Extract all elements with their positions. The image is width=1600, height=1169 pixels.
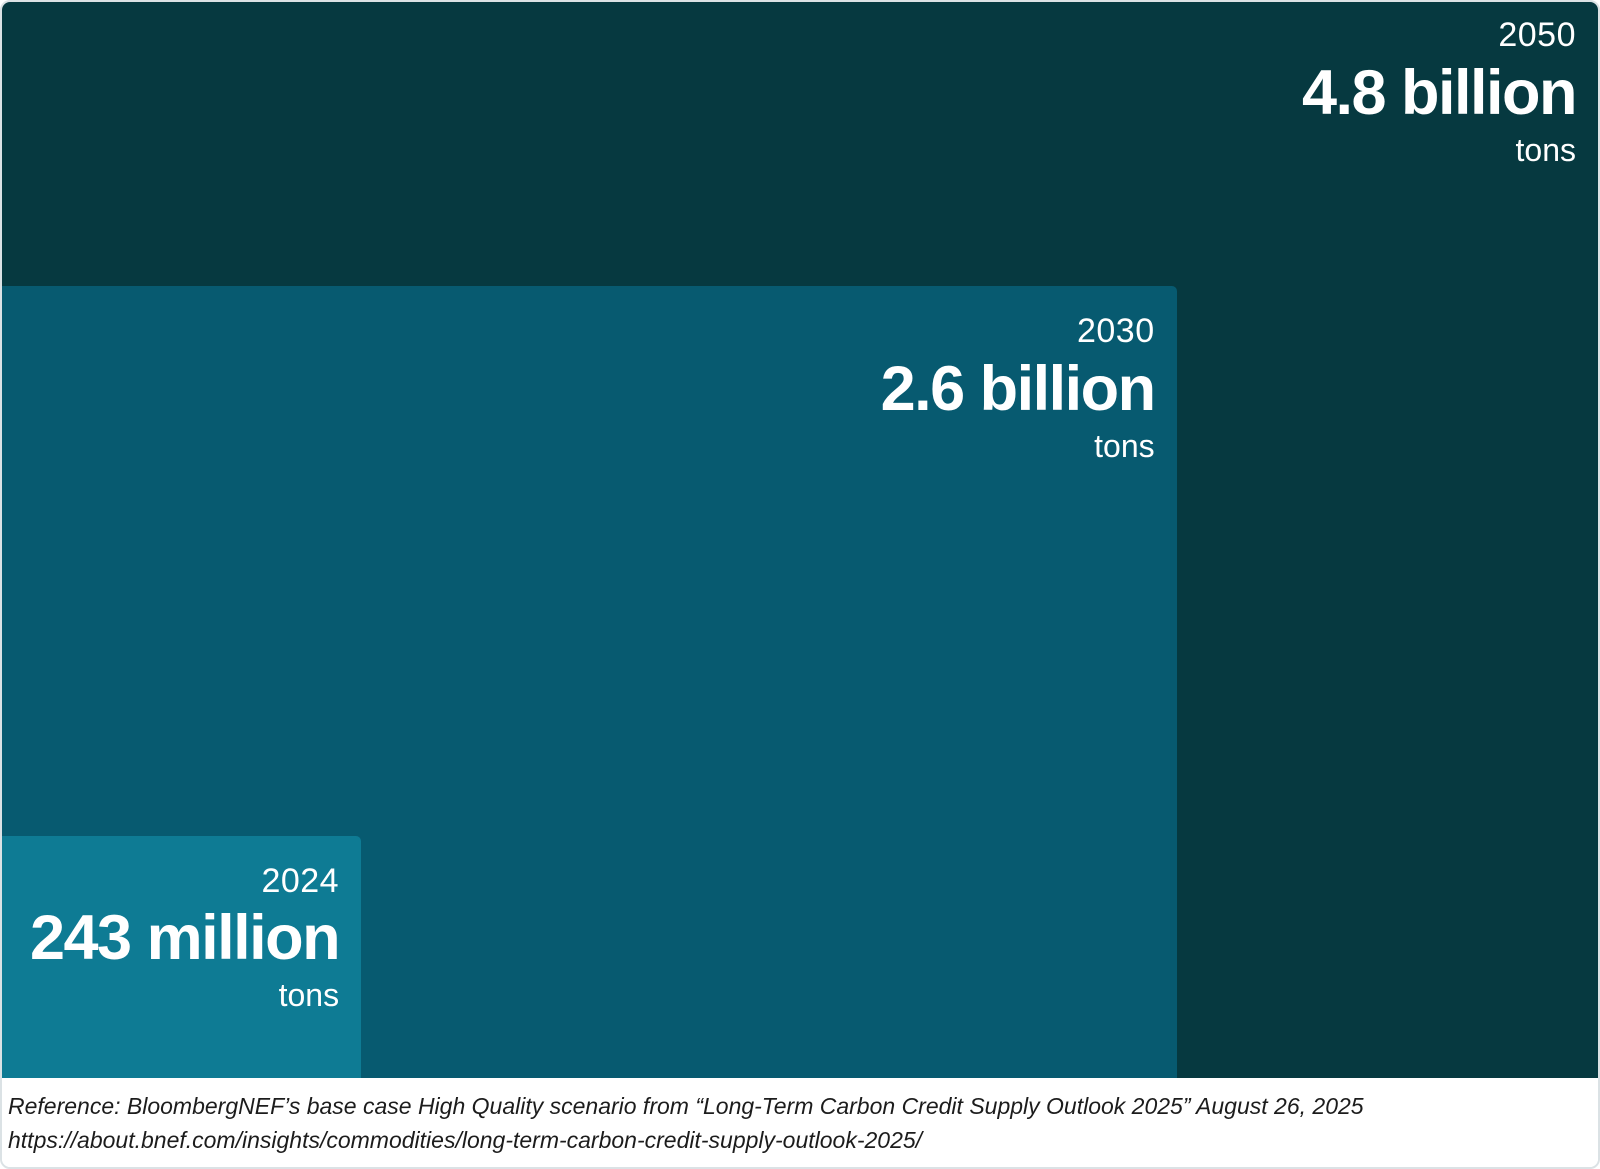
value-label-2024: 243 million bbox=[29, 903, 341, 974]
year-label-2050: 2050 bbox=[1498, 16, 1576, 54]
label-2050: 2050 4.8 billion tons bbox=[1302, 2, 1598, 172]
area-rect-2024: 2024 243 million tons bbox=[2, 835, 362, 1078]
reference-footer: Reference: BloombergNEF’s base case High… bbox=[2, 1078, 1598, 1167]
nested-area-chart: 2050 4.8 billion tons 2030 2.6 billion t… bbox=[2, 2, 1598, 1078]
label-2030: 2030 2.6 billion tons bbox=[881, 286, 1177, 468]
reference-text: Reference: BloombergNEF’s base case High… bbox=[8, 1093, 1364, 1119]
year-label-2024: 2024 bbox=[261, 861, 340, 900]
year-label-2030: 2030 bbox=[1076, 312, 1155, 351]
label-2024: 2024 243 million tons bbox=[30, 836, 361, 1018]
reference-url: https://about.bnef.com/insights/commodit… bbox=[8, 1127, 923, 1153]
unit-label-2030: tons bbox=[1094, 427, 1155, 464]
value-label-2050: 4.8 billion bbox=[1301, 57, 1578, 128]
value-label-2030: 2.6 billion bbox=[880, 353, 1157, 424]
unit-label-2050: tons bbox=[1515, 131, 1576, 168]
unit-label-2024: tons bbox=[278, 977, 340, 1014]
